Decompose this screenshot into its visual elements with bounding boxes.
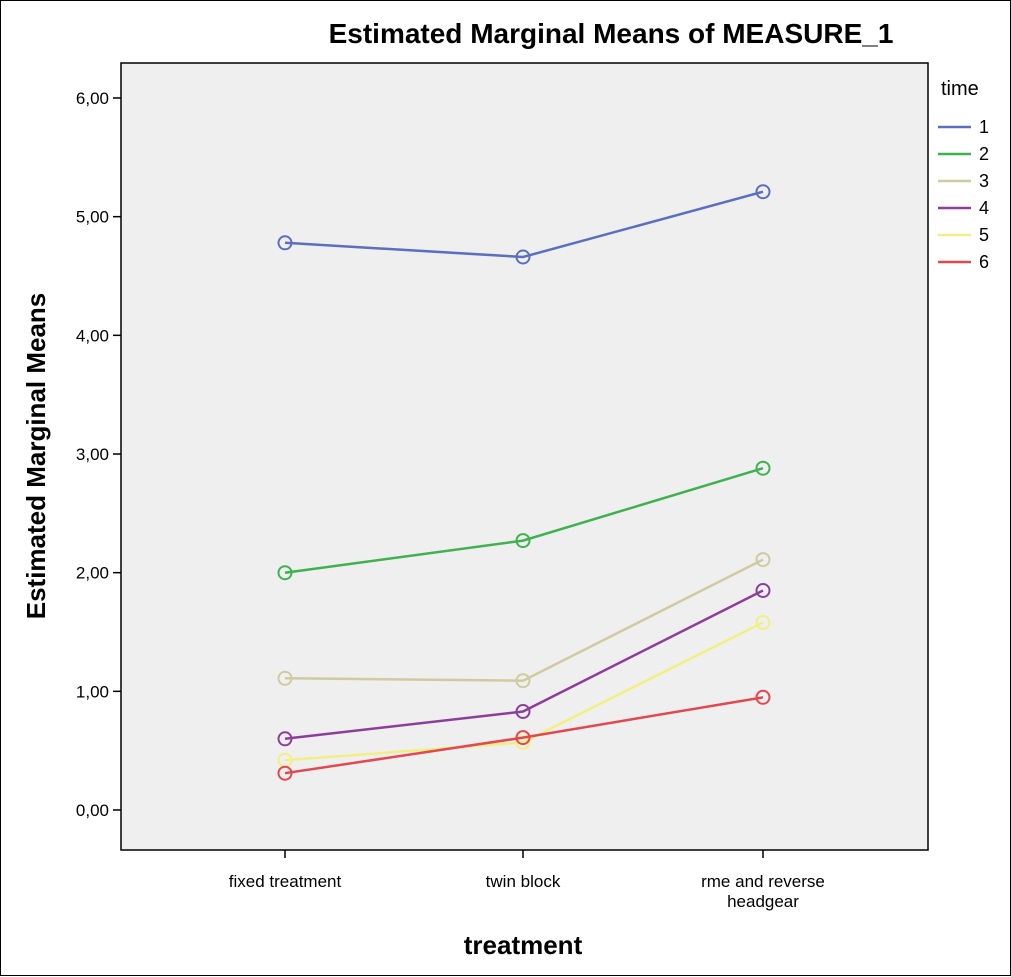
data-point <box>515 730 531 746</box>
legend-title: time <box>941 78 979 100</box>
y-tick-label: 5,00 <box>76 208 109 227</box>
y-tick-label: 3,00 <box>76 445 109 464</box>
series-6 <box>277 689 771 781</box>
x-tick-label: rme and reverse <box>701 872 825 891</box>
legend-item-1: 1 <box>938 117 989 137</box>
x-axis-title: treatment <box>464 930 583 960</box>
y-axis: 0,00 1,00 2,00 3,00 4,00 5,00 6,00 <box>76 89 121 820</box>
y-tick-label: 0,00 <box>76 801 109 820</box>
series-line-5 <box>284 621 764 762</box>
data-point <box>277 731 293 747</box>
data-point <box>755 184 771 200</box>
legend-item-2: 2 <box>938 144 989 164</box>
data-point <box>277 235 293 251</box>
series-layer <box>277 184 771 781</box>
series-3 <box>277 552 771 689</box>
series-line-1 <box>284 190 764 259</box>
x-tick-label: twin block <box>486 872 561 891</box>
series-2 <box>277 460 771 581</box>
x-axis: fixed treatment twin block rme and reverse… <box>229 850 825 911</box>
data-point <box>277 565 293 581</box>
y-axis-title: Estimated Marginal Means <box>21 293 51 620</box>
legend-label: 6 <box>979 252 989 272</box>
legend: time 1 2 3 4 5 6 <box>938 78 989 272</box>
series-line-4 <box>284 589 764 741</box>
x-tick-label: fixed treatment <box>229 872 342 891</box>
data-point <box>515 734 531 750</box>
legend-item-5: 5 <box>938 225 989 245</box>
series-line-6 <box>284 696 764 775</box>
series-line-2 <box>284 467 764 574</box>
legend-item-4: 4 <box>938 198 989 218</box>
series-4 <box>277 583 771 747</box>
series-1 <box>277 184 771 265</box>
series-line-3 <box>284 558 764 682</box>
data-point <box>755 689 771 705</box>
legend-items: 1 2 3 4 5 6 <box>938 117 989 272</box>
data-point <box>755 615 771 630</box>
chart-title: Estimated Marginal Means of MEASURE_1 <box>329 18 894 49</box>
y-tick-label: 1,00 <box>76 682 109 701</box>
legend-item-3: 3 <box>938 171 989 191</box>
y-tick-label: 2,00 <box>76 564 109 583</box>
data-point <box>755 460 771 476</box>
legend-label: 3 <box>979 171 989 191</box>
x-tick-label: headgear <box>727 892 799 911</box>
legend-label: 4 <box>979 198 989 218</box>
legend-label: 1 <box>979 117 989 137</box>
data-point <box>515 673 531 689</box>
data-point <box>755 552 771 568</box>
data-point <box>515 533 531 549</box>
data-point <box>515 704 531 719</box>
data-point <box>755 583 771 598</box>
legend-label: 5 <box>979 225 989 245</box>
y-tick-label: 6,00 <box>76 89 109 108</box>
y-tick-label: 4,00 <box>76 326 109 345</box>
legend-item-6: 6 <box>938 252 989 272</box>
data-point <box>277 765 293 781</box>
legend-label: 2 <box>979 144 989 164</box>
data-point <box>277 670 293 686</box>
data-point <box>515 249 531 265</box>
